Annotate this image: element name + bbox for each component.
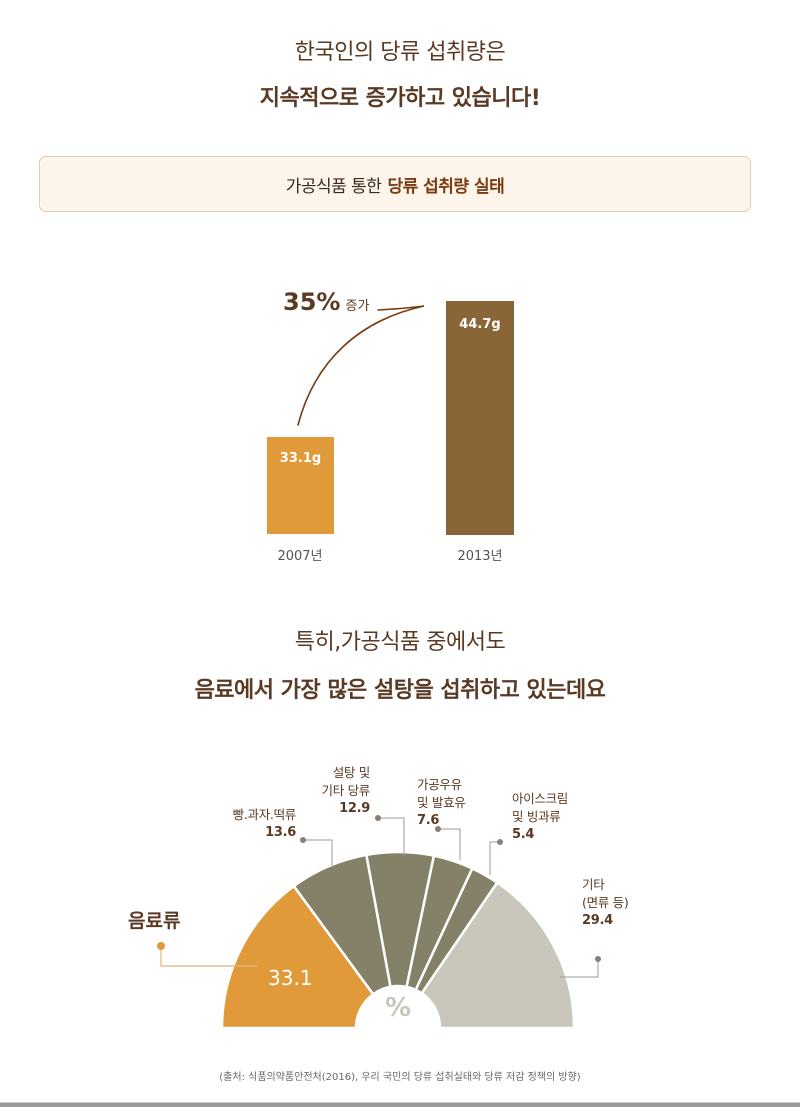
headline-line2: 지속적으로 증가하고 있습니다! xyxy=(259,86,541,111)
increase-annotation: 35% 증가 xyxy=(283,288,369,316)
bar-2007: 33.1g xyxy=(267,437,334,534)
increase-value: 35% xyxy=(283,288,341,316)
increase-label: 증가 xyxy=(345,299,370,314)
headline-line1: 한국인의 당류 섭취량은 xyxy=(294,40,506,65)
label-sugar: 설탕 및 기타 당류 12.9 xyxy=(321,765,371,816)
segment-others xyxy=(419,880,576,1030)
year-2007: 2007년 xyxy=(277,549,323,564)
year-2013: 2013년 xyxy=(457,549,503,564)
bar-chart: 35% 증가 33.1g 44.7g 2007년 2013년 xyxy=(267,288,514,564)
increase-arrow-curve xyxy=(297,305,425,426)
bar-2013-value: 44.7g xyxy=(459,317,501,332)
segment-beverages xyxy=(220,884,375,1030)
source-citation: (출처: 식품의약품안전처(2016), 우리 국민의 당류 섭취실태와 당류 … xyxy=(219,1072,581,1083)
label-milk: 가공우유 및 발효유 7.6 xyxy=(417,777,466,828)
section-banner: 가공식품 통한 당류 섭취량 실태 xyxy=(39,156,751,212)
bar-2013: 44.7g xyxy=(446,301,514,535)
percent-center-label: % xyxy=(385,993,412,1023)
bar-2007-value: 33.1g xyxy=(279,451,322,466)
beverages-title: 음료류 xyxy=(128,910,181,932)
label-others: 기타 (면류 등) 29.4 xyxy=(582,877,629,928)
semicircle-chart xyxy=(157,815,601,1030)
label-icecream: 아이스크림 및 빙과류 5.4 xyxy=(512,791,569,842)
bottom-divider xyxy=(0,1102,800,1107)
section2-line2: 음료에서 가장 많은 설탕을 섭취하고 있는데요 xyxy=(194,678,606,703)
section2-line1: 특히,가공식품 중에서도 xyxy=(294,630,506,655)
label-bakery: 빵.과자.떡류 13.6 xyxy=(232,807,297,840)
beverages-value: 33.1 xyxy=(268,966,313,990)
banner-prefix: 가공식품 통한 xyxy=(285,176,382,197)
banner-emphasis: 당류 섭취량 실태 xyxy=(387,176,505,197)
